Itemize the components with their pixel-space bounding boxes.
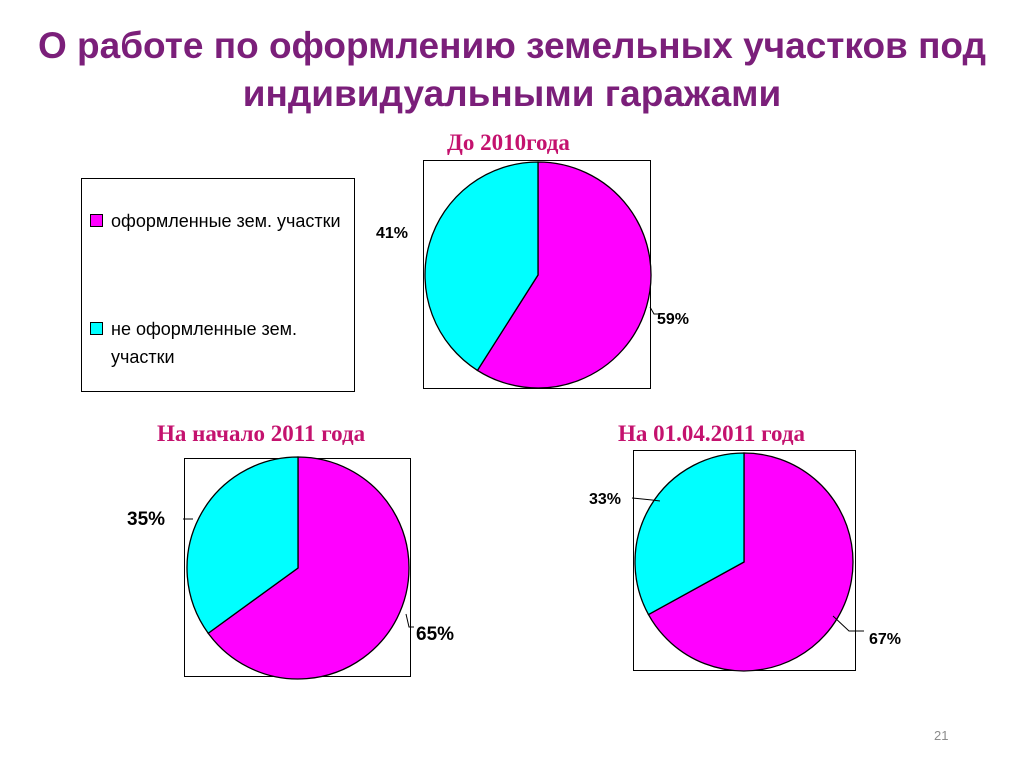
data-label: 35%: [127, 509, 165, 530]
data-label: 65%: [416, 624, 454, 645]
legend-item-not-registered: не оформленные зем. участки: [90, 315, 351, 371]
slice-not-registered: [186, 456, 299, 635]
slice-registered: [647, 452, 854, 672]
page-title: О работе по оформлению земельных участко…: [37, 25, 987, 114]
data-label: 59%: [657, 311, 689, 328]
chart-title-2010: До 2010года: [447, 130, 570, 155]
leader-line: [649, 306, 658, 315]
legend-item-registered: оформленные зем. участки: [90, 207, 351, 235]
leader-line: [832, 615, 864, 632]
pie-chart-2011-april: 67% 33%: [589, 450, 901, 672]
legend-swatch-not-registered: [90, 322, 103, 335]
chart-title-2011-april: На 01.04.2011 года: [618, 421, 805, 446]
legend-label: не оформленные зем. участки: [111, 319, 297, 367]
pie-chart-2010: 59% 41%: [376, 160, 689, 389]
pie-svg-2010: 59% 41%: [376, 161, 689, 389]
leader-line: [405, 613, 414, 628]
slice-registered: [476, 161, 652, 389]
legend-label: оформленные зем. участки: [111, 211, 341, 231]
slice-not-registered: [634, 452, 745, 616]
pie-svg-2011-april: 67% 33%: [589, 452, 901, 672]
slice-registered: [207, 456, 410, 680]
data-label: 41%: [376, 225, 408, 242]
leader-line: [631, 497, 661, 502]
slice-not-registered: [424, 161, 539, 372]
slide-number: 21: [934, 728, 949, 743]
data-label: 33%: [589, 491, 621, 508]
legend: оформленные зем. участки не оформленные …: [81, 178, 355, 392]
data-label: 67%: [869, 631, 901, 648]
pie-chart-2011-start: 65% 35%: [127, 456, 454, 680]
chart-title-2011-start: На начало 2011 года: [157, 421, 366, 446]
pie-svg-2011-start: 65% 35%: [127, 456, 454, 680]
legend-swatch-registered: [90, 214, 103, 227]
